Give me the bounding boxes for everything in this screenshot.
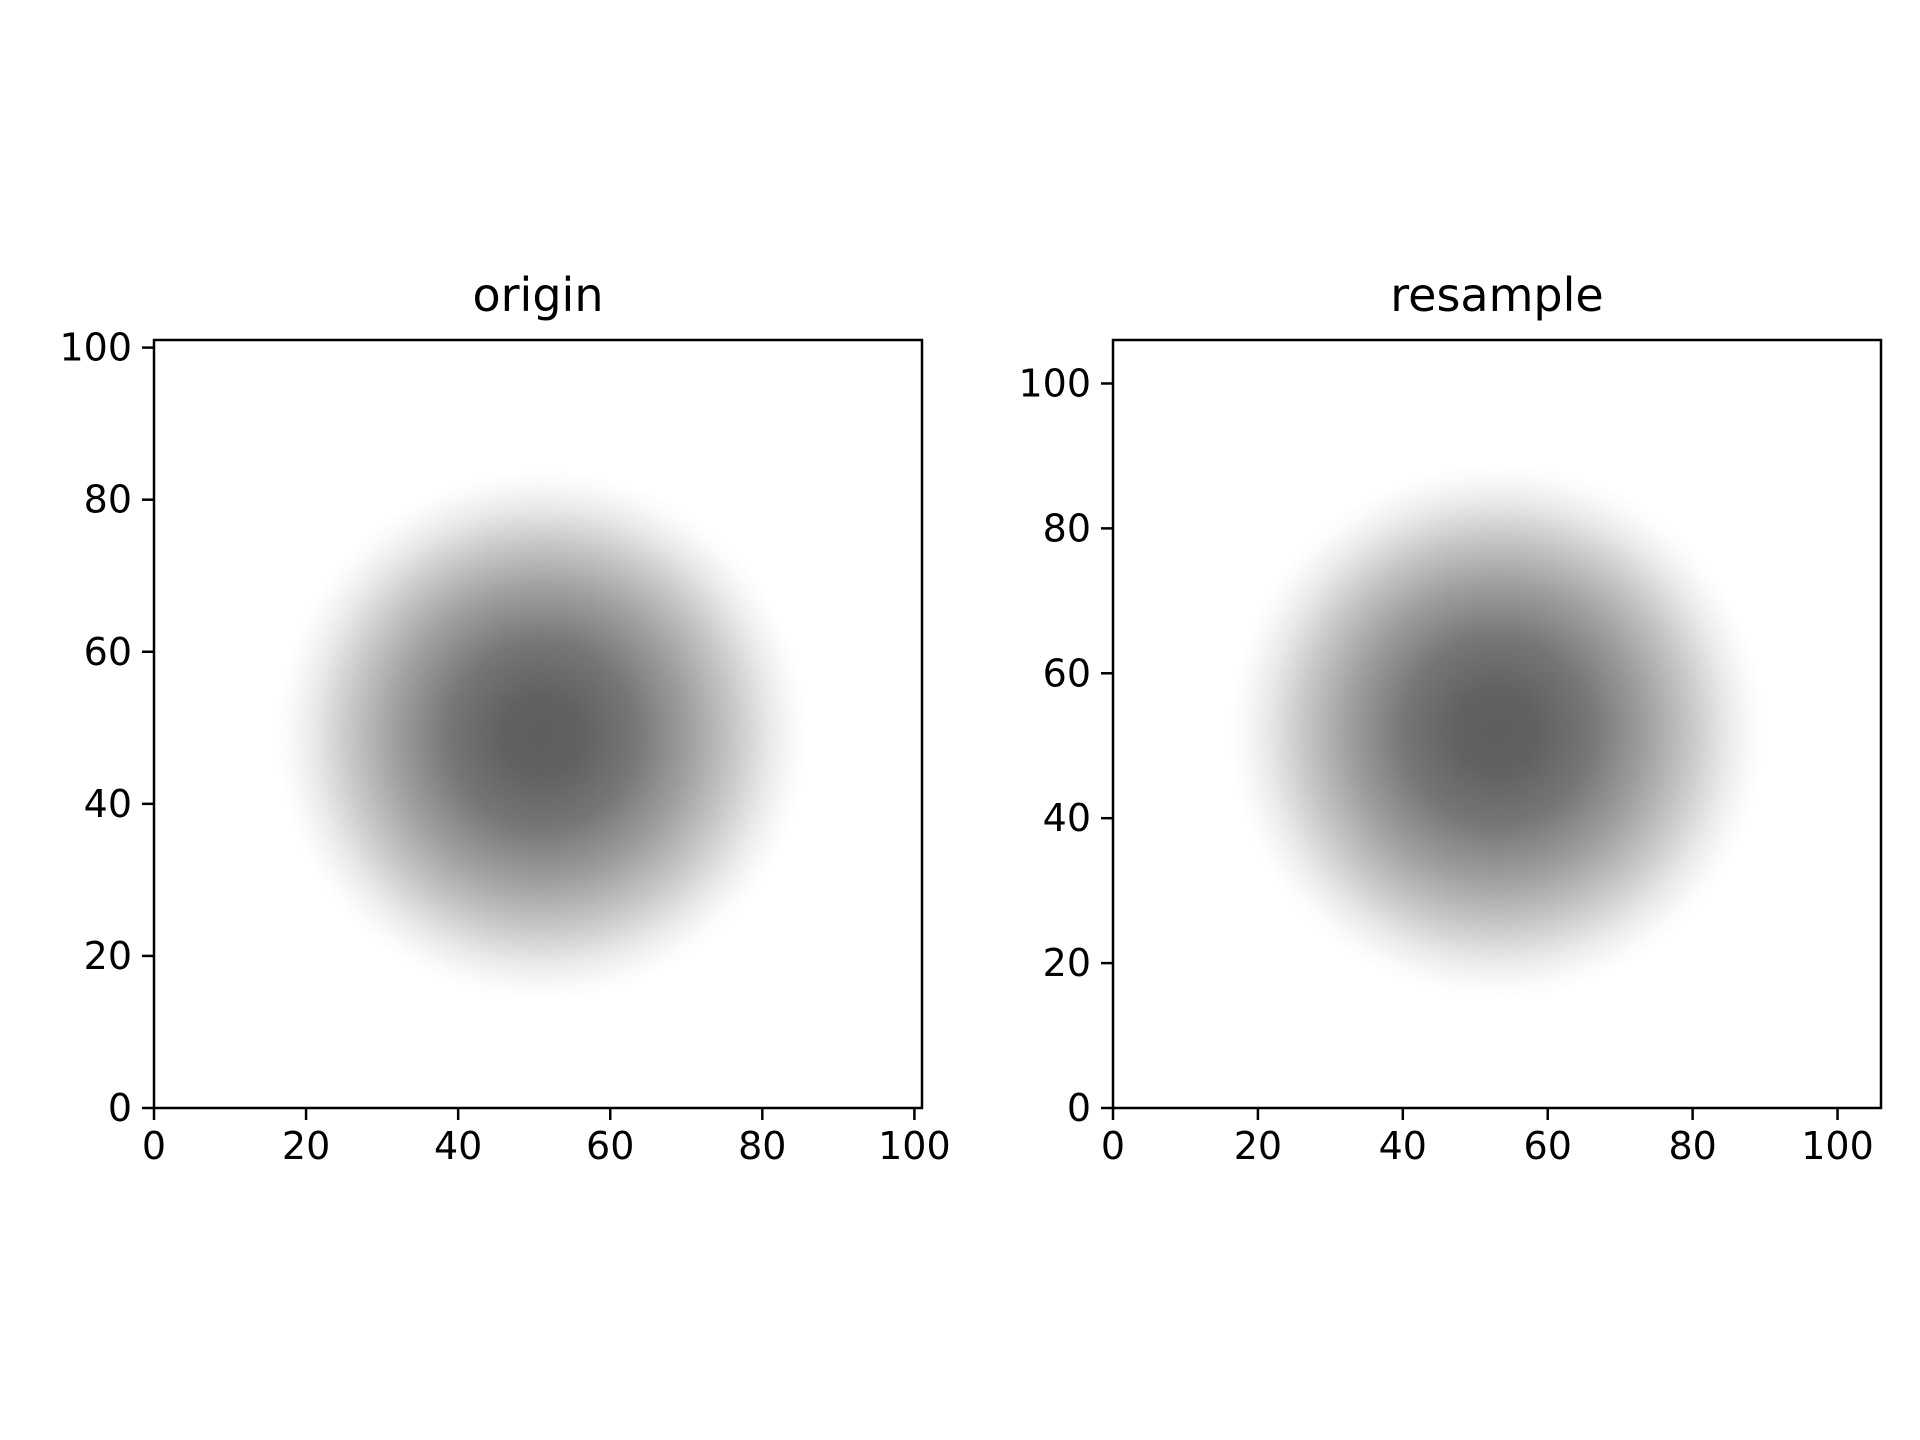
x-tick-label: 40 <box>1379 1124 1427 1168</box>
panel-title-resample: resample <box>1390 268 1603 322</box>
y-tick-label: 0 <box>1067 1086 1091 1130</box>
heatmap-blob-origin <box>154 340 922 1108</box>
y-tick-label: 80 <box>1043 506 1091 550</box>
y-tick-label: 80 <box>84 478 132 522</box>
x-axis-resample: 0 20 40 60 80 100 <box>1101 1108 1874 1168</box>
heatmap-blob-resample <box>1113 340 1881 1108</box>
plot-area-origin <box>154 340 922 1108</box>
y-tick-label: 100 <box>1018 361 1091 405</box>
x-tick-label: 80 <box>1668 1124 1716 1168</box>
x-tick-label: 80 <box>738 1124 786 1168</box>
panel-title-origin: origin <box>473 268 604 322</box>
x-tick-label: 60 <box>586 1124 634 1168</box>
y-tick-label: 40 <box>1043 796 1091 840</box>
plot-area-resample <box>1113 340 1881 1108</box>
panel-origin: origin 0 20 40 60 80 100 0 20 40 60 80 100 <box>59 268 950 1168</box>
y-axis-resample: 0 20 40 60 80 100 <box>1018 361 1113 1130</box>
x-tick-label: 20 <box>1234 1124 1282 1168</box>
x-tick-label: 100 <box>1801 1124 1874 1168</box>
y-tick-label: 60 <box>1043 651 1091 695</box>
panel-resample: resample 0 20 40 60 80 100 0 20 40 60 80 100 <box>1018 268 1883 1168</box>
y-axis-origin: 0 20 40 60 80 100 <box>59 326 154 1130</box>
x-tick-label: 100 <box>878 1124 951 1168</box>
y-tick-label: 0 <box>108 1086 132 1130</box>
x-tick-label: 20 <box>282 1124 330 1168</box>
y-tick-label: 20 <box>84 934 132 978</box>
x-tick-label: 60 <box>1524 1124 1572 1168</box>
x-tick-label: 40 <box>434 1124 482 1168</box>
x-axis-origin: 0 20 40 60 80 100 <box>142 1108 951 1168</box>
x-tick-label: 0 <box>1101 1124 1125 1168</box>
y-tick-label: 100 <box>59 326 132 370</box>
y-tick-label: 60 <box>84 630 132 674</box>
y-tick-label: 20 <box>1043 941 1091 985</box>
axes-frame-resample <box>1111 338 1883 1110</box>
y-tick-label: 40 <box>84 782 132 826</box>
x-tick-label: 0 <box>142 1124 166 1168</box>
axes-frame-origin <box>152 338 924 1110</box>
